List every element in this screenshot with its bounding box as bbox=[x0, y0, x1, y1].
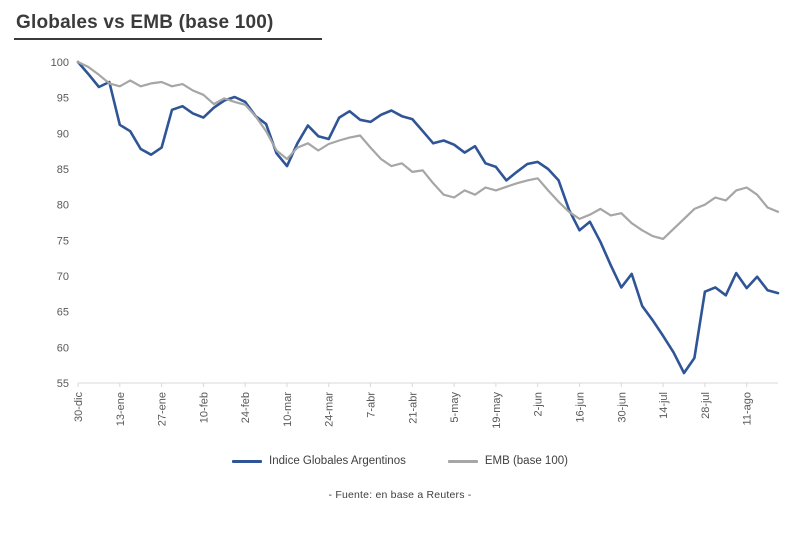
line-chart: 55 60 65 70 75 80 85 90 95 100 30-dic 13-ene 27-ene 1… bbox=[51, 57, 780, 429]
y-tick-label: 70 bbox=[57, 271, 69, 283]
y-tick-label: 90 bbox=[57, 128, 69, 140]
y-tick-label: 55 bbox=[57, 378, 69, 390]
source-note: - Fuente: en base a Reuters - bbox=[328, 489, 472, 501]
legend-line-sample bbox=[447, 459, 478, 463]
y-tick-label: 60 bbox=[57, 342, 69, 354]
x-tick-label: 16-jun bbox=[575, 392, 587, 423]
x-tick-label: 10-mar bbox=[282, 392, 294, 427]
page-title: Globales vs EMB (base 100) bbox=[14, 10, 322, 40]
x-tick-label: 30-dic bbox=[73, 392, 85, 422]
legend-label: EMB (base 100) bbox=[484, 455, 568, 467]
chart-area: 55 60 65 70 75 80 85 90 95 100 30-dic 13-ene 27-ene 1… bbox=[24, 48, 786, 453]
x-tick-label: 21-abr bbox=[407, 392, 419, 424]
x-tick-label: 13-ene bbox=[115, 392, 127, 426]
chart-legend: Indice Globales Argentinos EMB (base 100) bbox=[14, 455, 786, 467]
x-tick-label: 24-feb bbox=[240, 392, 252, 423]
x-tick-label: 28-jul bbox=[700, 392, 712, 419]
y-tick-label: 95 bbox=[57, 93, 69, 105]
legend-line-sample bbox=[232, 459, 263, 463]
x-tick-label: 2-jun bbox=[533, 392, 545, 416]
y-tick-label: 75 bbox=[57, 235, 69, 247]
series-line bbox=[76, 60, 780, 375]
x-tick-label: 30-jun bbox=[616, 392, 628, 423]
x-tick-label: 5-may bbox=[449, 392, 461, 423]
x-tick-label: 19-may bbox=[491, 392, 503, 429]
x-tick-label: 27-ene bbox=[157, 392, 169, 426]
y-tick-label: 80 bbox=[57, 200, 69, 212]
y-tick-label: 85 bbox=[57, 164, 69, 176]
x-tick-label: 7-abr bbox=[366, 392, 378, 418]
legend-item[interactable]: Indice Globales Argentinos bbox=[232, 455, 406, 467]
series-line bbox=[76, 60, 780, 240]
legend-label: Indice Globales Argentinos bbox=[269, 455, 406, 467]
x-tick-label: 14-jul bbox=[658, 392, 670, 419]
y-tick-label: 65 bbox=[57, 307, 69, 319]
x-tick-label: 24-mar bbox=[324, 392, 336, 427]
legend-item[interactable]: EMB (base 100) bbox=[447, 455, 568, 467]
x-tick-label: 11-ago bbox=[742, 392, 754, 425]
x-tick-label: 10-feb bbox=[198, 392, 210, 423]
y-tick-label: 100 bbox=[51, 57, 69, 69]
